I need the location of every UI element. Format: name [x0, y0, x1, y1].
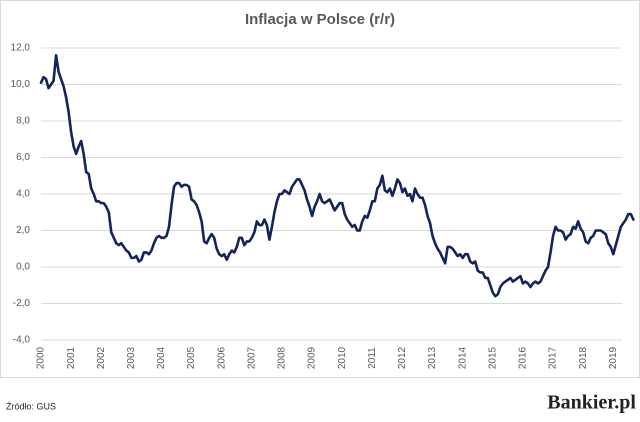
- y-tick-label: 2,0: [16, 225, 30, 236]
- y-tick-label: 10,0: [11, 79, 31, 90]
- source-note: Źródło: GUS: [6, 401, 56, 411]
- chart-title: Inflacja w Polsce (r/r): [245, 11, 395, 28]
- y-tick-label: 12,0: [11, 43, 31, 54]
- x-tick-label: 2001: [66, 346, 77, 369]
- brand-logo: Bankier.pl: [547, 392, 636, 414]
- y-tick-label: 8,0: [16, 116, 30, 127]
- x-tick-label: 2019: [608, 346, 619, 369]
- x-tick-label: 2006: [216, 346, 227, 369]
- x-tick-label: 2012: [397, 346, 408, 369]
- x-tick-label: 2004: [156, 346, 167, 369]
- x-tick-label: 2011: [367, 347, 378, 369]
- y-tick-label: 4,0: [16, 189, 30, 200]
- x-tick-label: 2015: [487, 346, 498, 369]
- x-tick-label: 2018: [578, 346, 589, 369]
- y-tick-label: -2,0: [13, 298, 31, 309]
- x-tick-label: 2007: [246, 346, 257, 369]
- x-tick-label: 2000: [36, 346, 47, 369]
- x-tick-label: 2013: [427, 346, 438, 369]
- x-tick-label: 2014: [457, 346, 468, 369]
- x-tick-label: 2008: [277, 346, 288, 369]
- data-line: [39, 54, 635, 298]
- x-tick-label: 2005: [186, 346, 197, 369]
- y-tick-label: 0,0: [16, 262, 30, 273]
- x-tick-label: 2003: [126, 346, 137, 369]
- chart-border: [0, 0, 640, 378]
- x-tick-label: 2002: [96, 346, 107, 369]
- y-tick-label: -4,0: [13, 335, 31, 346]
- x-tick-label: 2016: [518, 346, 529, 369]
- y-tick-label: 6,0: [16, 152, 30, 163]
- x-tick-label: 2017: [548, 346, 559, 369]
- x-tick-label: 2009: [307, 346, 318, 369]
- x-tick-label: 2010: [337, 346, 348, 369]
